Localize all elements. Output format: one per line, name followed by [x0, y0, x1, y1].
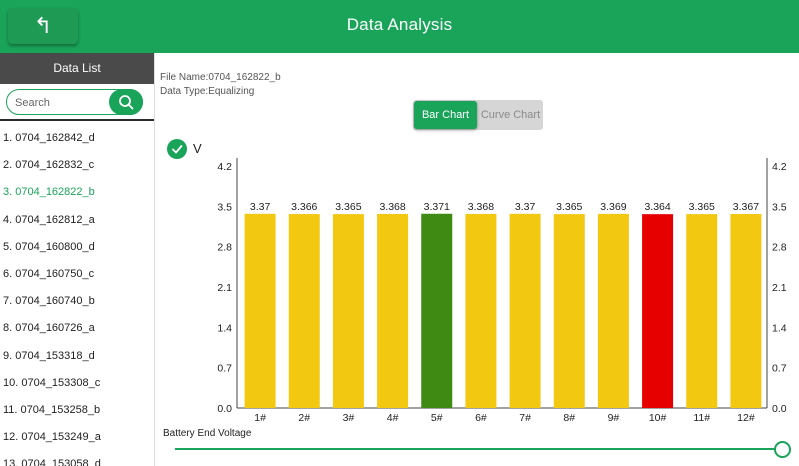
footer-label: Battery End Voltage — [163, 428, 252, 439]
top-bar: ↰ Data Analysis — [0, 0, 799, 53]
bar-value-label: 3.369 — [600, 201, 626, 213]
series-label: V — [193, 141, 202, 156]
bar — [509, 213, 541, 408]
list-item[interactable]: 4. 0704_162812_a — [3, 213, 95, 226]
y-tick-label-left: 4.2 — [217, 161, 232, 173]
bar — [377, 213, 409, 408]
y-tick-label-right: 1.4 — [772, 322, 787, 334]
bar — [288, 214, 320, 408]
x-tick-label: 4# — [387, 412, 399, 424]
x-tick-label: 5# — [431, 412, 443, 424]
x-tick-label: 8# — [563, 412, 575, 424]
list-item[interactable]: 7. 0704_160740_b — [3, 295, 95, 308]
sidebar: Data List 1. 0704_162842_d 2. 0704_162832… — [0, 53, 155, 466]
bar — [686, 214, 718, 408]
y-tick-label-right: 4.2 — [772, 161, 787, 173]
bar-value-label: 3.365 — [689, 201, 715, 213]
x-tick-label: 11# — [693, 412, 710, 424]
data-type: Data Type:Equalizing — [160, 86, 255, 97]
file-info: File Name:0704_162822_b Data Type:Equali… — [160, 71, 281, 99]
bar — [332, 214, 364, 408]
list-item[interactable]: 10. 0704_153308_c — [3, 376, 101, 389]
y-tick-label-right: 3.5 — [772, 201, 787, 213]
bar-value-label: 3.37 — [515, 201, 536, 213]
slider-track[interactable] — [175, 448, 775, 450]
bar — [730, 213, 762, 408]
bar-value-label: 3.365 — [556, 201, 582, 213]
search-icon — [119, 95, 134, 110]
list-item[interactable]: 13. 0704_153058_d — [3, 458, 101, 466]
bar-value-label: 3.371 — [424, 201, 450, 213]
tab-bar-chart[interactable]: Bar Chart — [414, 101, 477, 129]
file-name: File Name:0704_162822_b — [160, 72, 281, 83]
sidebar-title: Data List — [0, 53, 154, 84]
x-tick-label: 9# — [608, 412, 620, 424]
bar-value-label: 3.364 — [644, 201, 670, 213]
slider-thumb[interactable] — [774, 441, 791, 458]
x-tick-label: 7# — [519, 412, 531, 424]
y-tick-label-left: 0.7 — [217, 363, 232, 375]
bar — [244, 213, 276, 408]
bar — [465, 213, 497, 408]
y-tick-label-right: 2.8 — [772, 242, 787, 254]
y-tick-label-right: 0.0 — [772, 403, 787, 415]
series-checkbox[interactable] — [167, 139, 187, 159]
bar — [597, 213, 629, 408]
y-tick-label-right: 0.7 — [772, 363, 787, 375]
list-item[interactable]: 6. 0704_160750_c — [3, 267, 95, 280]
divider — [0, 119, 154, 121]
y-tick-label-left: 2.8 — [217, 242, 232, 254]
tab-curve-chart[interactable]: Curve Chart — [480, 109, 541, 121]
bar-value-label: 3.368 — [379, 201, 405, 213]
x-tick-label: 6# — [475, 412, 487, 424]
check-icon — [172, 145, 183, 154]
x-tick-label: 3# — [343, 412, 355, 424]
search-box — [6, 89, 143, 115]
y-tick-label-left: 3.5 — [217, 201, 232, 213]
bar — [421, 213, 453, 408]
list-item[interactable]: 1. 0704_162842_d — [3, 132, 95, 144]
y-tick-label-left: 2.1 — [217, 282, 232, 294]
bar-chart: 0.0 0.0 0.7 0.7 1.4 1.4 2.1 2.1 2.8 2.8 3.5 3.5 4.2 4… — [217, 158, 787, 424]
bar-value-label: 3.37 — [250, 201, 271, 213]
x-tick-label: 2# — [298, 412, 310, 424]
x-tick-label: 1# — [254, 412, 266, 424]
y-tick-label-left: 0.0 — [217, 403, 232, 415]
x-tick-label: 12# — [737, 412, 755, 424]
list-item[interactable]: 3. 0704_162822_b — [3, 186, 95, 199]
list-item[interactable]: 5. 0704_160800_d — [3, 240, 95, 253]
bar — [642, 214, 674, 408]
back-arrow-icon: ↰ — [33, 13, 53, 39]
bar-value-label: 3.366 — [291, 201, 317, 213]
chart-type-tabs: Bar Chart Curve Chart — [413, 100, 543, 130]
list-item[interactable]: 8. 0704_160726_a — [3, 322, 95, 335]
search-input[interactable] — [15, 94, 105, 111]
list-item[interactable]: 2. 0704_162832_c — [3, 159, 95, 172]
y-tick-label-right: 2.1 — [772, 282, 787, 294]
y-tick-label-left: 1.4 — [217, 322, 232, 334]
list-item[interactable]: 12. 0704_153249_a — [3, 431, 101, 444]
page-title: Data Analysis — [346, 15, 453, 34]
bar — [553, 214, 585, 408]
bar-value-label: 3.367 — [733, 201, 759, 213]
list-item[interactable]: 11. 0704_153258_b — [3, 403, 101, 416]
search-button[interactable] — [109, 89, 143, 115]
bar-value-label: 3.365 — [335, 201, 361, 213]
x-tick-label: 10# — [649, 412, 667, 424]
bar-value-label: 3.368 — [468, 201, 494, 213]
back-button[interactable]: ↰ — [8, 8, 78, 44]
data-list: 1. 0704_162842_d 2. 0704_162832_c 3. 0704_… — [0, 125, 154, 466]
list-item[interactable]: 9. 0704_153318_d — [3, 349, 95, 362]
